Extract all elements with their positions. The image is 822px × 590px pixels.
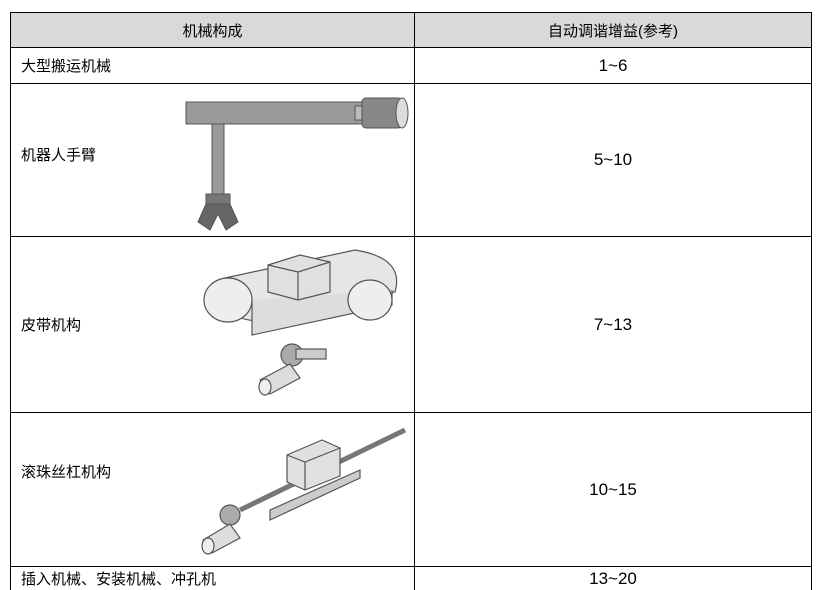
gain-cell: 7~13 <box>414 237 811 412</box>
gain-cell: 1~6 <box>414 48 811 83</box>
table-row: 滚珠丝杠机构 10~15 <box>11 412 811 566</box>
header-cell: 自动调谐增益(参考) <box>414 13 811 47</box>
mechanism-cell: 滚珠丝杠机构 <box>21 464 112 481</box>
table-row: 机器人手臂 5~10 <box>11 83 811 236</box>
gain-cell: 13~20 <box>414 567 811 590</box>
mechanism-cell: 机器人手臂 <box>21 147 97 164</box>
gain-cell: 10~15 <box>414 413 811 566</box>
table-row: 大型搬运机械 1~6 <box>11 47 811 83</box>
header-row: 机械构成 自动调谐增益(参考) <box>11 12 811 47</box>
gain-cell: 5~10 <box>414 84 811 236</box>
mechanism-cell: 插入机械、安装机械、冲孔机 <box>21 571 217 588</box>
mechanism-cell: 大型搬运机械 <box>21 58 112 75</box>
table-row: 皮带机构 7~13 <box>11 236 811 412</box>
table: 机械构成 自动调谐增益(参考) 大型搬运机械 1~6 机器人手臂 5~10 皮带… <box>10 12 812 590</box>
header-cell: 机械构成 <box>182 22 243 40</box>
table-row: 插入机械、安装机械、冲孔机 13~20 <box>11 566 811 590</box>
mechanism-cell: 皮带机构 <box>21 317 82 334</box>
